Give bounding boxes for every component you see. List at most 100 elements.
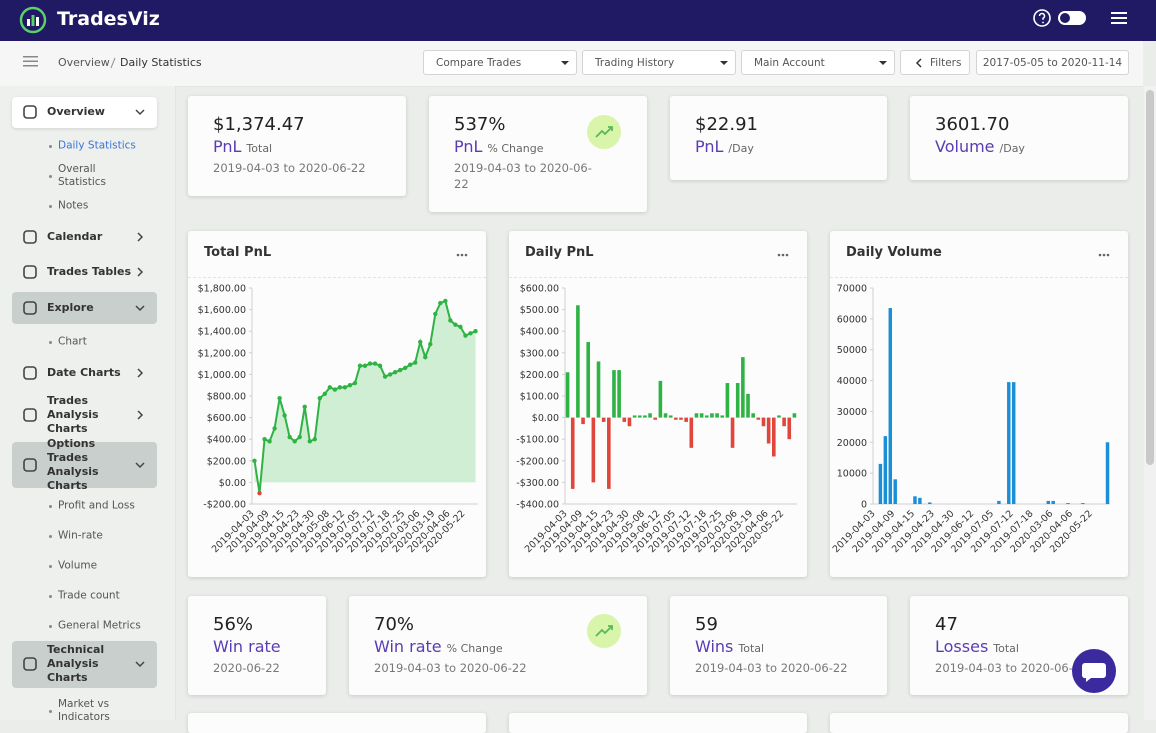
toolbar-button[interactable]: 2017-05-05 to 2020-11-14 <box>976 50 1129 75</box>
point <box>433 311 438 317</box>
header: TradesViz <box>0 0 1156 41</box>
y-tick-label: $300.00 <box>520 348 559 359</box>
sidebar-item[interactable]: Overview <box>47 105 105 118</box>
trend-arrow <box>595 625 613 637</box>
bar <box>586 342 591 418</box>
menu-line <box>23 60 38 62</box>
menu-dot[interactable] <box>781 253 785 257</box>
menu-dot[interactable] <box>1106 253 1110 257</box>
sidebar-subitem[interactable]: Profit and Loss <box>58 499 135 512</box>
sidebar-item[interactable]: Trades Analysis Charts <box>47 394 99 435</box>
help-dot <box>1042 21 1044 24</box>
menu-dot[interactable] <box>785 253 789 257</box>
sidebar-icon <box>23 301 37 315</box>
chart-card-partial <box>509 713 807 733</box>
chevron-shape <box>879 61 887 65</box>
sidebar-subitem[interactable]: Volume <box>58 559 98 572</box>
point <box>302 404 307 409</box>
icon-shape <box>23 458 37 472</box>
point <box>458 324 463 330</box>
icon-shape <box>23 408 37 422</box>
menu-line[interactable] <box>1111 12 1127 14</box>
sidebar-subitem[interactable]: Trade count <box>58 589 120 602</box>
point <box>438 300 443 306</box>
breadcrumb-link[interactable]: Overview <box>58 56 110 69</box>
toolbar-label: Filters <box>930 57 962 69</box>
bar <box>751 413 755 418</box>
y-tick-label: $200.00 <box>520 370 559 381</box>
sidebar-chevron <box>137 267 144 277</box>
menu-dot[interactable] <box>456 253 460 257</box>
sidebar-subitem[interactable]: Market vs Indicators <box>58 698 110 723</box>
point <box>397 367 403 373</box>
chevron-shape <box>135 462 145 469</box>
y-tick-label: -$300.00 <box>516 478 559 489</box>
stat-metric-name: Volume <box>935 137 995 156</box>
bar <box>596 361 601 418</box>
sidebar-chevron <box>135 109 145 116</box>
toolbar-button[interactable]: Main Account <box>741 50 895 75</box>
sidebar-item[interactable]: Explore <box>47 301 94 314</box>
stat-value: 47 <box>935 614 958 635</box>
chart-card-partial <box>188 713 486 733</box>
stat-value: 56% <box>213 614 254 635</box>
menu-dot[interactable] <box>1102 253 1106 257</box>
stat-metric-name: PnL <box>695 137 724 156</box>
sidebar-toggle[interactable] <box>23 56 39 68</box>
stat-metric: Win rate <box>213 637 281 656</box>
chat-button[interactable] <box>1071 648 1117 694</box>
scrollbar-thumb[interactable] <box>1146 90 1154 465</box>
sidebar: Overview Daily Statistics Overall Statisti… <box>0 86 176 723</box>
stat-period: 2020-06-22 <box>213 661 280 675</box>
y-tick-label: $1,200.00 <box>198 348 246 359</box>
sidebar-item[interactable]: Options Trades Analysis Charts <box>47 437 99 492</box>
logo[interactable] <box>19 6 47 34</box>
brand[interactable]: TradesViz <box>57 8 160 30</box>
y-tick-label: 70000 <box>837 284 867 295</box>
chevron-shape <box>135 305 145 312</box>
stat-unit: Total <box>246 142 273 155</box>
bar <box>756 417 761 420</box>
y-tick-label: -$200.00 <box>203 500 246 511</box>
icon-shape <box>23 301 37 315</box>
chevron-shape <box>915 58 922 68</box>
menu-dot[interactable] <box>460 253 464 257</box>
sidebar-subitem[interactable]: Notes <box>58 199 89 212</box>
point <box>362 363 368 368</box>
toolbar-button[interactable]: Compare Trades <box>423 50 577 75</box>
sidebar-subitem[interactable]: Win-rate <box>58 529 103 542</box>
menu-dot[interactable] <box>1098 253 1102 257</box>
chart-divider <box>509 277 807 278</box>
y-tick-label: -$400.00 <box>516 500 559 511</box>
y-tick-label: $600.00 <box>520 284 559 295</box>
bar <box>878 463 883 504</box>
sidebar-subitem[interactable]: Overall Statistics <box>58 163 106 188</box>
toolbar-button[interactable]: Filters <box>900 50 970 75</box>
sidebar-subitem[interactable]: Chart <box>58 335 87 348</box>
sidebar-subitem[interactable]: General Metrics <box>58 619 141 632</box>
chevron-shape <box>137 232 144 242</box>
menu-dot[interactable] <box>777 253 781 257</box>
bar <box>565 372 570 418</box>
bar <box>792 413 797 418</box>
menu-dot[interactable] <box>464 253 468 257</box>
point <box>352 380 358 386</box>
bar <box>715 413 719 418</box>
toolbar-button[interactable]: Trading History <box>582 50 736 75</box>
point <box>382 374 388 379</box>
sidebar-bullet <box>49 341 52 344</box>
point <box>257 491 262 496</box>
y-tick-label: $0.00 <box>219 478 246 489</box>
sidebar-item[interactable]: Trades Tables <box>47 265 132 278</box>
sidebar-item[interactable]: Date Charts <box>47 366 121 379</box>
sidebar-subitem[interactable]: Daily Statistics <box>58 139 136 152</box>
sidebar-item[interactable]: Calendar <box>47 230 103 243</box>
stat-card: 3601.70 Volume/Day <box>910 96 1128 180</box>
chart-divider <box>188 277 486 278</box>
help-icon[interactable] <box>1033 9 1051 27</box>
y-tick-label: -$200.00 <box>516 456 559 467</box>
sidebar-item[interactable]: Technical Analysis Charts <box>47 643 105 684</box>
trend-arrow <box>595 126 613 138</box>
chevron-shape <box>561 61 569 65</box>
bar <box>746 393 750 418</box>
